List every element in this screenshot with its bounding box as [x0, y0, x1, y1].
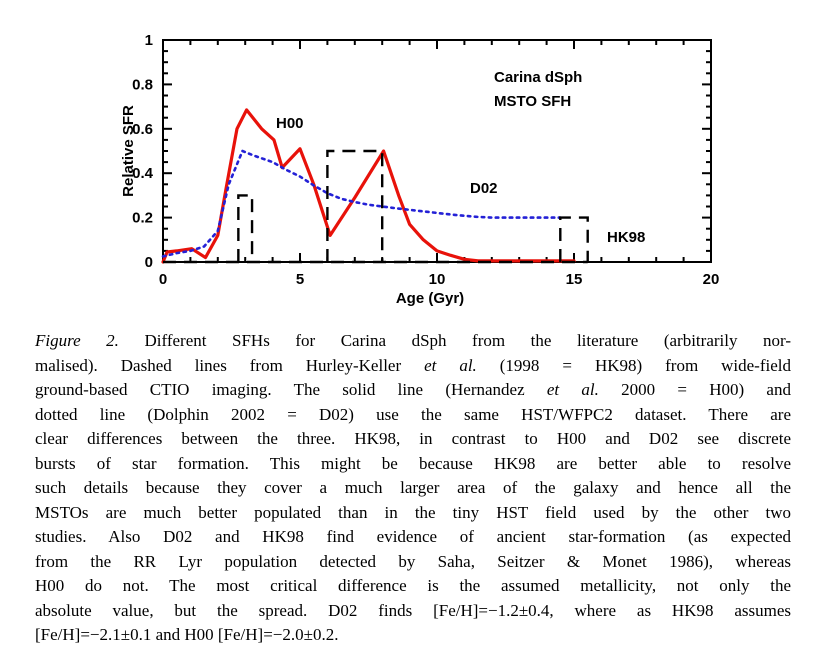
caption-text: H00 do not. The most critical difference…: [35, 576, 791, 595]
x-axis-label: Age (Gyr): [396, 290, 464, 307]
d02-line: [161, 149, 562, 258]
caption-text: MSTOs are much better populated than in …: [35, 502, 791, 522]
caption-text: such details because they cover a much l…: [35, 478, 791, 497]
caption-text: dotted line (Dolphin 2002 = D02) use the…: [35, 404, 791, 424]
caption-line: absolute value, but the spread. D02 find…: [35, 599, 791, 624]
sfh-chart-svg: 0 5 10 15 20 0 0.2 0.4 0.6 0.8 1 Age (Gyr) Relative …: [120, 32, 720, 307]
caption-italic-text: et al.: [424, 355, 477, 375]
caption-text: from the RR Lyr population detected by S…: [35, 551, 791, 571]
hk98-series-label: HK98: [607, 229, 645, 246]
x-tick-label: 5: [296, 271, 304, 288]
h00-line: [161, 108, 576, 264]
caption-line: such details because they cover a much l…: [35, 476, 791, 501]
caption-text: Different SFHs for Carina dSph from the …: [118, 331, 791, 350]
x-tick-label: 20: [703, 271, 720, 288]
caption-line: [Fe/H]=−2.1±0.1 and H00 [Fe/H]=−2.0±0.2.: [35, 623, 791, 648]
caption-text: studies. Also D02 and HK98 find evidence…: [35, 527, 791, 546]
caption-line: dotted line (Dolphin 2002 = D02) use the…: [35, 403, 791, 428]
caption-text: malised). Dashed lines from Hurley-Kelle…: [35, 355, 425, 375]
x-tick-label: 15: [566, 271, 583, 288]
hk98-dashed-boxes: [163, 149, 589, 264]
caption-line: studies. Also D02 and HK98 find evidence…: [35, 525, 791, 550]
caption-line: H00 do not. The most critical difference…: [35, 574, 791, 599]
plot-annotation-1: MSTO SFH: [494, 93, 571, 110]
caption-line: clear differences between the three. HK9…: [35, 427, 791, 452]
caption-line: MSTOs are much better populated than in …: [35, 501, 791, 526]
x-tick-label: 10: [429, 271, 446, 288]
h00-series-label: H00: [276, 115, 304, 132]
figure-caption: Figure 2. Different SFHs for Carina dSph…: [35, 329, 791, 648]
d02-series-label: D02: [470, 180, 498, 197]
y-tick-label: 0.8: [132, 76, 153, 93]
caption-italic-text: Figure 2.: [35, 331, 119, 350]
sfh-plot: 0 5 10 15 20 0 0.2 0.4 0.6 0.8 1 Age (Gyr) Relative …: [0, 0, 824, 320]
x-tick-label: 0: [159, 271, 167, 288]
y-tick-label: 0.4: [132, 165, 154, 182]
y-tick-label: 0.2: [132, 210, 153, 227]
plot-annotation-0: Carina dSph: [494, 69, 582, 86]
caption-text: 2000 = H00) and: [598, 380, 791, 399]
caption-text: (1998 = HK98) from wide-field: [476, 355, 791, 375]
y-tick-label: 1: [145, 32, 153, 49]
caption-text: bursts of star formation. This might be …: [35, 453, 791, 473]
y-axis-label: Relative SFR: [120, 105, 137, 197]
caption-text: ground-based CTIO imaging. The solid lin…: [35, 380, 547, 399]
caption-line: bursts of star formation. This might be …: [35, 452, 791, 477]
caption-text: [Fe/H]=−2.1±0.1 and H00 [Fe/H]=−2.0±0.2.: [35, 625, 339, 644]
caption-line: from the RR Lyr population detected by S…: [35, 550, 791, 575]
y-tick-label: 0.6: [132, 121, 153, 138]
caption-text: clear differences between the three. HK9…: [35, 429, 791, 448]
caption-line: Figure 2. Different SFHs for Carina dSph…: [35, 329, 791, 354]
caption-text: absolute value, but the spread. D02 find…: [35, 600, 791, 620]
y-tick-label: 0: [145, 254, 153, 271]
caption-line: malised). Dashed lines from Hurley-Kelle…: [35, 354, 791, 379]
caption-line: ground-based CTIO imaging. The solid lin…: [35, 378, 791, 403]
caption-italic-text: et al.: [546, 380, 599, 399]
